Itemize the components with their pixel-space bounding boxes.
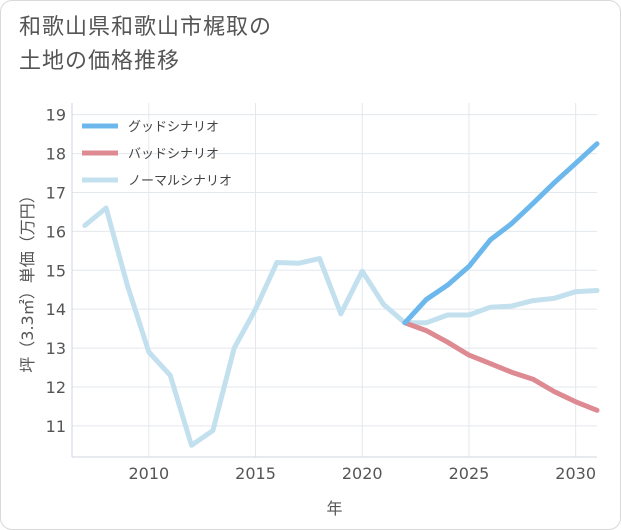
legend-label-2[interactable]: ノーマルシナリオ bbox=[128, 174, 232, 189]
x-tick-label: 2020 bbox=[342, 464, 383, 483]
series-layer bbox=[82, 141, 600, 448]
x-tick-label: 2030 bbox=[555, 464, 596, 483]
series-line-1 bbox=[402, 320, 600, 413]
y-tick-label: 15 bbox=[46, 261, 66, 280]
plot-background bbox=[72, 103, 597, 457]
y-tick-label: 12 bbox=[46, 378, 66, 397]
series-line-0 bbox=[402, 141, 600, 326]
y-tick-label: 16 bbox=[46, 222, 66, 241]
plot-area bbox=[72, 103, 597, 457]
chart-title-line-2: 土地の価格推移 bbox=[19, 49, 181, 74]
chart-title: 和歌山県和歌山市梶取の 土地の価格推移 bbox=[19, 11, 272, 79]
x-tick-label: 2010 bbox=[128, 464, 169, 483]
legend-label-0[interactable]: グッドシナリオ bbox=[128, 120, 219, 135]
y-tick-label: 19 bbox=[46, 106, 66, 125]
x-axis-label: 年 bbox=[326, 499, 342, 518]
y-tick-label: 18 bbox=[46, 145, 66, 164]
y-tick-label: 14 bbox=[46, 300, 66, 319]
grid bbox=[72, 103, 597, 457]
legend-label-1[interactable]: バッドシナリオ bbox=[128, 147, 219, 162]
y-tick-label: 11 bbox=[46, 417, 66, 436]
y-tick-label: 13 bbox=[46, 339, 66, 358]
chart-title-line-1: 和歌山県和歌山市梶取の bbox=[19, 15, 273, 40]
y-axis-label: 坪（3.3㎡）単価（万円） bbox=[18, 187, 37, 372]
series-line-2 bbox=[82, 205, 600, 448]
x-tick-label: 2025 bbox=[449, 464, 490, 483]
axes: 11 12 13 14 15 16 17 18 19 2010 2015 2020 2025 2030 bbox=[46, 103, 597, 483]
y-tick-label: 17 bbox=[46, 183, 66, 202]
x-tick-label: 2015 bbox=[235, 464, 276, 483]
